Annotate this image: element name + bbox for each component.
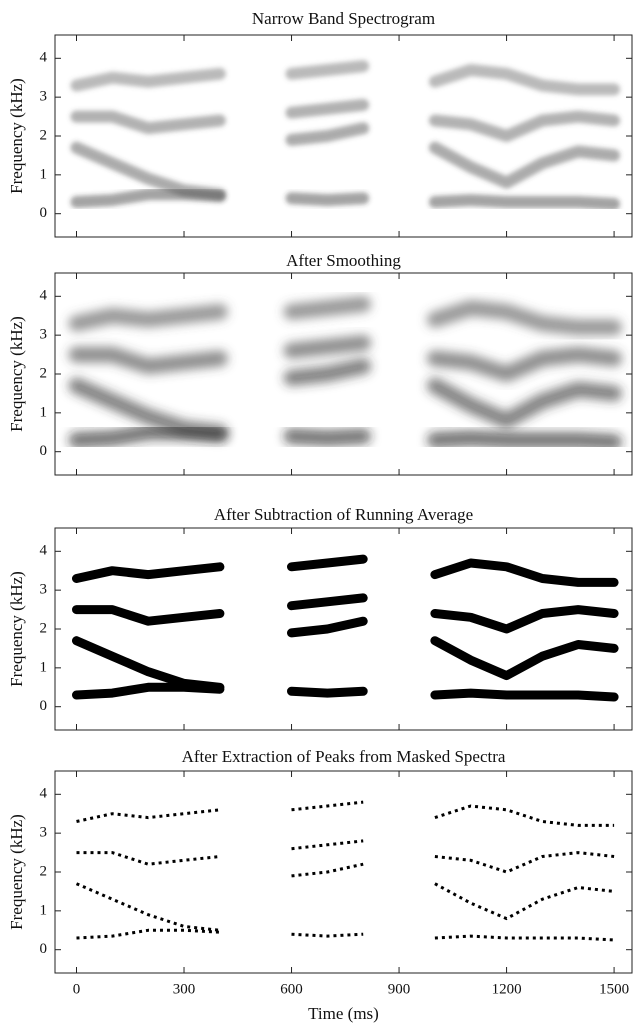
y-tick-label: 4 xyxy=(40,543,48,559)
y-tick-label: 0 xyxy=(40,443,48,459)
formant-track xyxy=(72,682,619,702)
formant-track xyxy=(72,554,619,587)
y-tick-label: 1 xyxy=(40,404,48,420)
formant-track xyxy=(68,334,623,382)
formant-track xyxy=(76,839,615,874)
formant-track xyxy=(68,358,623,441)
plot-frame xyxy=(54,770,633,974)
y-axis-label: Frequency (kHz) xyxy=(7,316,26,432)
y-tick-label: 4 xyxy=(40,50,48,66)
y-tick-label: 4 xyxy=(40,786,48,802)
formant-track xyxy=(70,188,621,210)
x-tick-label: 900 xyxy=(388,981,411,997)
x-tick-label: 1200 xyxy=(492,981,522,997)
y-tick-label: 0 xyxy=(40,205,48,221)
y-tick-label: 1 xyxy=(40,659,48,675)
panel-title: After Smoothing xyxy=(286,251,401,270)
y-tick-label: 2 xyxy=(40,365,48,381)
formant-track xyxy=(72,616,619,692)
panel-title: After Subtraction of Running Average xyxy=(214,505,473,524)
y-tick-label: 3 xyxy=(40,89,48,105)
y-tick-label: 3 xyxy=(40,327,48,343)
x-tick-label: 1500 xyxy=(599,981,629,997)
y-tick-label: 0 xyxy=(40,698,48,714)
y-tick-label: 1 xyxy=(40,902,48,918)
formant-track xyxy=(72,593,619,634)
formant-track xyxy=(68,296,623,336)
y-tick-label: 4 xyxy=(40,288,48,304)
formant-track xyxy=(70,60,621,96)
y-axis-label: Frequency (kHz) xyxy=(7,814,26,930)
formant-track xyxy=(75,862,615,932)
y-tick-label: 3 xyxy=(40,582,48,598)
y-tick-label: 2 xyxy=(40,863,48,879)
x-tick-label: 600 xyxy=(280,981,303,997)
y-tick-label: 3 xyxy=(40,825,48,841)
formant-track xyxy=(76,800,615,827)
panel-title: Narrow Band Spectrogram xyxy=(252,9,435,28)
formant-track xyxy=(70,122,621,201)
y-tick-label: 1 xyxy=(40,166,48,182)
x-axis-label: Time (ms) xyxy=(308,1004,379,1023)
y-axis-label: Frequency (kHz) xyxy=(7,78,26,194)
formant-track xyxy=(70,98,621,142)
formant-track xyxy=(76,928,615,942)
y-tick-label: 0 xyxy=(40,941,48,957)
panel-title: After Extraction of Peaks from Masked Sp… xyxy=(182,747,506,766)
x-tick-label: 0 xyxy=(73,981,81,997)
y-tick-label: 2 xyxy=(40,127,48,143)
formant-track xyxy=(68,424,623,450)
y-axis-label: Frequency (kHz) xyxy=(7,571,26,687)
y-tick-label: 2 xyxy=(40,620,48,636)
x-tick-label: 300 xyxy=(173,981,196,997)
